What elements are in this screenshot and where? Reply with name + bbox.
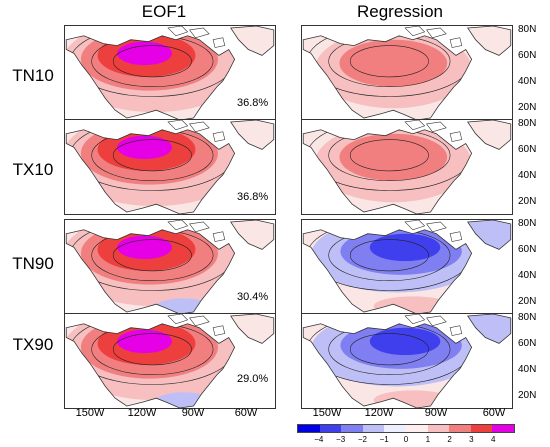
variance-label-tx90: 29.0% — [236, 373, 270, 385]
colorbar-swatch — [470, 425, 493, 432]
variance-label-tn10: 36.8% — [236, 97, 270, 109]
colorbar-tick-label: −1 — [379, 435, 389, 444]
lat-label: 40N — [518, 76, 537, 87]
colorbar-swatch — [405, 425, 428, 432]
lat-label: 60N — [518, 144, 537, 155]
colorbar — [297, 424, 515, 433]
lat-label: 80N — [518, 118, 537, 129]
colorbar-tick-label: 1 — [425, 435, 431, 444]
colorbar-tick-label: 2 — [447, 435, 452, 444]
lon-label: 150W — [75, 407, 105, 419]
lon-label: 60W — [482, 407, 506, 419]
lat-label: 60N — [518, 244, 537, 255]
lat-label: 20N — [518, 296, 537, 307]
map-svg — [65, 120, 275, 214]
map-svg — [65, 220, 275, 314]
column-header-eof1: EOF1 — [141, 2, 187, 21]
lat-label: 80N — [518, 312, 537, 323]
lat-label: 60N — [518, 50, 537, 61]
map-svg — [302, 314, 512, 408]
lat-label: 80N — [518, 218, 537, 229]
map-panel — [64, 25, 276, 121]
colorbar-tick-label: 0 — [403, 435, 409, 444]
lat-label: 20N — [518, 102, 537, 113]
lon-label: 120W — [364, 407, 394, 419]
colorbar-swatch — [362, 425, 385, 432]
lon-label: 60W — [234, 407, 258, 419]
map-svg — [302, 220, 512, 314]
lon-label: 120W — [127, 407, 157, 419]
lat-label: 40N — [518, 170, 537, 181]
lat-label: 40N — [518, 270, 537, 281]
map-panel — [64, 219, 276, 315]
map-svg — [65, 314, 275, 408]
row-label-tx90: TX90 — [12, 335, 54, 354]
colorbar-tick-label: 4 — [490, 435, 496, 444]
colorbar-swatch — [449, 425, 471, 432]
colorbar-swatch — [341, 425, 363, 432]
map-panel — [301, 313, 513, 409]
map-panel — [301, 219, 513, 315]
colorbar-tick-label: −2 — [357, 435, 367, 444]
colorbar-tick-label: −4 — [314, 435, 324, 444]
column-header-regression: Regression — [357, 2, 443, 21]
variance-label-tx10: 36.8% — [236, 191, 270, 203]
lon-label: 90W — [181, 407, 205, 419]
lat-label: 80N — [518, 24, 537, 35]
map-svg — [65, 26, 275, 120]
lat-label: 60N — [518, 338, 537, 349]
lon-label: 150W — [312, 407, 342, 419]
map-panel — [301, 25, 513, 121]
map-svg — [302, 26, 512, 120]
colorbar-swatch — [427, 425, 450, 432]
colorbar-tick-label: 3 — [469, 435, 474, 444]
row-label-tx10: TX10 — [12, 160, 54, 179]
map-panel — [64, 313, 276, 409]
lat-label: 40N — [518, 364, 537, 375]
row-label-tn10: TN10 — [12, 66, 54, 85]
map-svg — [302, 120, 512, 214]
colorbar-swatch — [319, 425, 342, 432]
colorbar-tick-label: −3 — [336, 435, 346, 444]
colorbar-swatch — [298, 425, 320, 432]
lon-label: 90W — [424, 407, 448, 419]
colorbar-swatch — [492, 425, 514, 432]
row-label-tn90: TN90 — [12, 254, 54, 273]
map-panel — [64, 119, 276, 215]
colorbar-swatch — [384, 425, 406, 432]
map-panel — [301, 119, 513, 215]
lat-label: 20N — [518, 196, 537, 207]
lat-label: 20N — [518, 390, 537, 401]
variance-label-tn90: 30.4% — [236, 291, 270, 303]
